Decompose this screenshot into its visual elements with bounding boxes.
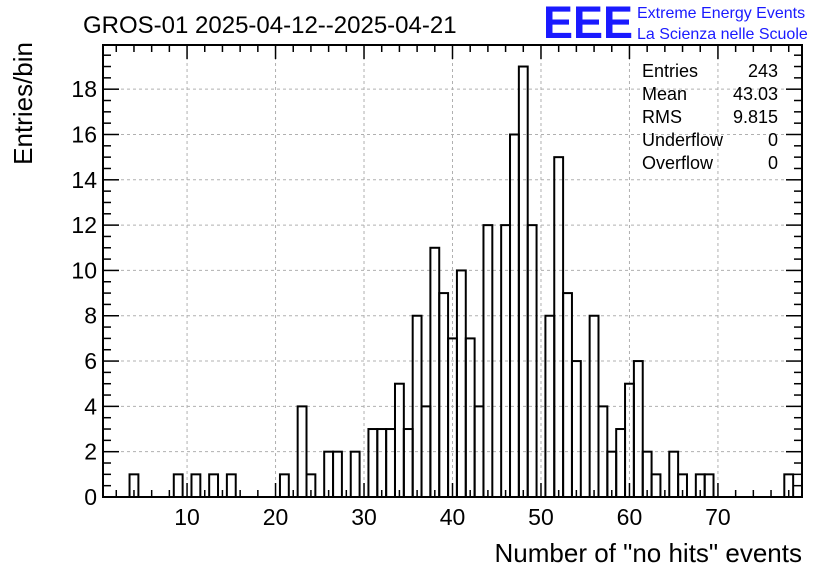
histogram-bin <box>332 450 343 498</box>
histogram-bin <box>278 473 290 498</box>
histogram-bin <box>632 360 644 498</box>
y-tick-label: 10 <box>71 257 97 283</box>
y-tick-label: 14 <box>71 167 97 193</box>
histogram-bin <box>208 473 220 498</box>
histogram-bin <box>464 337 476 498</box>
stats-entries-value: 243 <box>748 61 778 81</box>
eee-logo-mark: EEE <box>543 0 633 48</box>
stats-mean-value: 43.03 <box>733 84 778 104</box>
histogram-bin <box>172 473 184 498</box>
histogram-bin <box>438 292 450 499</box>
x-tick-label: 30 <box>351 504 377 530</box>
histogram-bin <box>385 428 396 499</box>
x-tick-label: 60 <box>617 504 643 530</box>
chart-title: GROS-01 2025-04-12--2025-04-21 <box>83 12 457 39</box>
histogram-bin <box>615 428 627 499</box>
histogram-bin <box>553 156 565 498</box>
histogram-bin <box>703 473 715 498</box>
y-tick-label: 4 <box>84 393 97 419</box>
stats-overflow-label: Overflow <box>642 153 714 173</box>
eee-logo-line2: La Scienza nelle Scuole <box>637 26 808 43</box>
histogram-bin <box>367 428 379 499</box>
histogram-bin <box>190 473 202 498</box>
eee-logo-line1: Extreme Energy Events <box>637 5 805 22</box>
x-tick-label: 70 <box>705 504 731 530</box>
histogram-bin <box>393 382 405 499</box>
x-axis-label: Number of "no hits" events <box>495 538 803 568</box>
stats-rms-label: RMS <box>642 107 682 127</box>
y-tick-label: 0 <box>84 484 97 510</box>
x-tick-label: 40 <box>440 504 466 530</box>
x-tick-label: 50 <box>528 504 554 530</box>
histogram-bin <box>517 65 529 499</box>
histogram-bin <box>349 450 361 498</box>
histogram-bin <box>650 473 662 498</box>
histogram-bin <box>570 360 582 498</box>
eee-logo: EEE Extreme Energy Events La Scienza nel… <box>543 0 808 48</box>
y-axis-label: Entries/bin <box>8 42 38 165</box>
stats-mean-label: Mean <box>642 84 687 104</box>
stats-rms-value: 9.815 <box>733 107 778 127</box>
y-tick-label: 18 <box>71 76 97 102</box>
stats-overflow-value: 0 <box>768 153 778 173</box>
histogram-bin <box>402 428 414 499</box>
histogram-bin <box>668 450 680 498</box>
stats-box: Entries 243 Mean 43.03 RMS 9.815 Underfl… <box>642 61 778 173</box>
histogram-bin <box>562 292 573 499</box>
histogram-bin <box>225 473 237 498</box>
y-tick-label: 8 <box>84 303 97 329</box>
y-tick-label: 2 <box>84 439 97 465</box>
stats-entries-label: Entries <box>642 61 698 81</box>
histogram-bin <box>429 246 441 498</box>
stats-underflow-value: 0 <box>768 130 778 150</box>
grid-lines <box>103 45 802 497</box>
y-tick-label: 16 <box>71 121 97 147</box>
histogram-bin <box>455 269 467 499</box>
tick-labels: 10 20 30 40 50 60 70 0 2 4 6 8 10 12 14 16 18 <box>71 76 730 530</box>
histogram-bin <box>376 428 388 499</box>
x-tick-label: 10 <box>174 504 200 530</box>
axis-ticks <box>103 45 802 497</box>
stats-underflow-label: Underflow <box>642 130 724 150</box>
y-tick-label: 12 <box>71 212 97 238</box>
y-tick-label: 6 <box>84 348 97 374</box>
x-tick-label: 20 <box>263 504 289 530</box>
